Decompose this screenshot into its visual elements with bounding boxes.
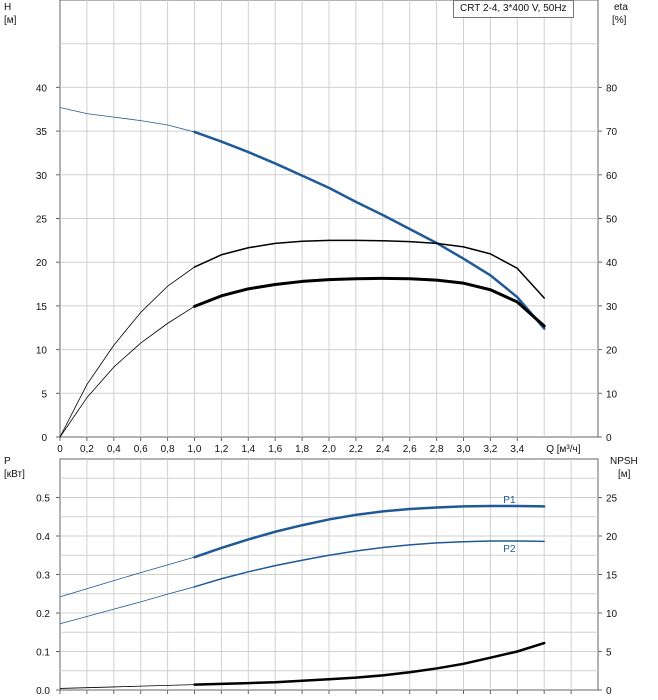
y-right-tick-label: 50 — [606, 215, 618, 226]
x-tick-label: 3,4 — [510, 444, 524, 455]
x-tick-label: 1,8 — [295, 444, 309, 455]
y-right-tick-label: 15 — [606, 571, 618, 582]
y-left-tick-label: 0.1 — [36, 648, 50, 659]
y-right-axis-label: NPSH — [610, 456, 638, 467]
y-left-axis-unit: [м] — [4, 15, 17, 26]
y-right-axis-label: eta — [614, 2, 628, 13]
y-right-tick-label: 20 — [606, 346, 618, 357]
curve-0 — [193, 130, 546, 330]
x-tick-label: 0,4 — [107, 444, 121, 455]
curve-lower-2-extrapolated — [59, 684, 195, 689]
x-tick-label: 0,6 — [134, 444, 148, 455]
y-left-tick-label: 0.4 — [36, 532, 50, 543]
x-tick-label: 0 — [57, 444, 63, 455]
y-right-tick-label: 30 — [606, 302, 618, 313]
curve-0-extrapolated — [59, 107, 195, 133]
y-right-tick-label: 5 — [606, 648, 612, 659]
y-left-axis-label: P — [4, 456, 11, 467]
curve-lower-0-extrapolated — [59, 556, 195, 598]
x-tick-label: 3,0 — [457, 444, 471, 455]
y-left-tick-label: 35 — [36, 127, 48, 138]
x-tick-label: 2,4 — [376, 444, 390, 455]
curve-1 — [193, 239, 545, 299]
y-left-tick-label: 40 — [36, 83, 48, 94]
x-tick-label: 2,2 — [349, 444, 363, 455]
y-right-tick-label: 80 — [606, 83, 618, 94]
x-tick-label: 1,2 — [214, 444, 228, 455]
y-left-tick-label: 25 — [36, 215, 48, 226]
curve-2-extrapolated — [59, 305, 195, 438]
y-left-tick-label: 20 — [36, 258, 48, 269]
y-right-axis-unit: [м] — [618, 469, 631, 480]
y-right-tick-label: 40 — [606, 258, 618, 269]
y-right-tick-label: 70 — [606, 127, 618, 138]
y-right-tick-label: 0 — [606, 686, 612, 697]
y-left-axis-label: H — [4, 2, 11, 13]
y-right-tick-label: 10 — [606, 609, 618, 620]
x-tick-label: 1,0 — [188, 444, 202, 455]
y-left-tick-label: 0.5 — [36, 494, 50, 505]
x-tick-label: 0,8 — [161, 444, 175, 455]
x-axis-label: Q [м³/ч] — [546, 444, 581, 455]
y-left-tick-label: 10 — [36, 346, 48, 357]
y-right-tick-label: 10 — [606, 389, 618, 400]
y-right-tick-label: 20 — [606, 532, 618, 543]
series-label-p2: P2 — [503, 544, 516, 555]
y-left-tick-label: 15 — [36, 302, 48, 313]
y-left-tick-label: 5 — [41, 389, 47, 400]
y-left-tick-label: 30 — [36, 171, 48, 182]
x-tick-label: 3,2 — [483, 444, 497, 455]
x-tick-label: 2,6 — [403, 444, 417, 455]
y-right-tick-label: 0 — [606, 433, 612, 444]
y-left-tick-label: 0.0 — [36, 686, 50, 697]
curve-lower-2 — [193, 641, 546, 686]
curve-1-extrapolated — [59, 266, 195, 438]
curve-lower-1 — [193, 540, 545, 588]
y-right-tick-label: 25 — [606, 494, 618, 505]
y-left-tick-label: 0.3 — [36, 571, 50, 582]
y-left-axis-unit: [кВт] — [4, 469, 25, 480]
y-right-tick-label: 60 — [606, 171, 618, 182]
y-left-tick-label: 0 — [41, 433, 47, 444]
x-tick-label: 2,8 — [430, 444, 444, 455]
curve-2 — [193, 276, 546, 328]
x-tick-label: 0,2 — [80, 444, 94, 455]
x-tick-label: 2,0 — [322, 444, 336, 455]
y-left-tick-label: 0.2 — [36, 609, 50, 620]
y-right-axis-unit: [%] — [612, 15, 627, 26]
pump-model-label: CRT 2-4, 3*400 V, 50Hz — [453, 0, 574, 18]
curve-lower-1-extrapolated — [59, 586, 195, 625]
series-label-p1: P1 — [503, 495, 516, 506]
curve-lower-0 — [193, 504, 546, 559]
x-tick-label: 1,4 — [241, 444, 255, 455]
x-tick-label: 1,6 — [268, 444, 282, 455]
